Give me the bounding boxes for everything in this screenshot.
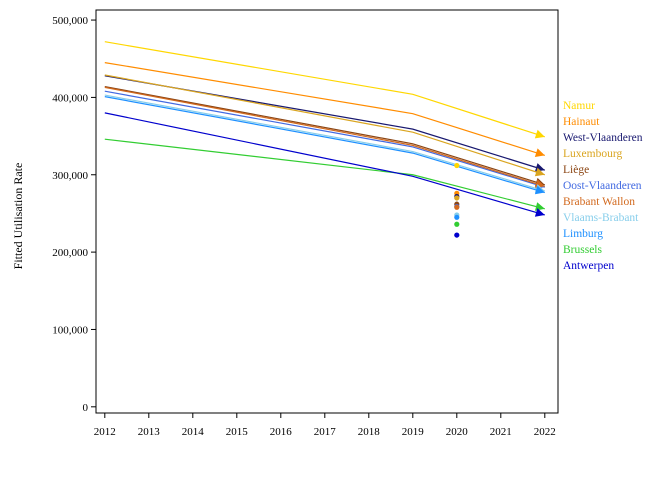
legend: Namur Hainaut West-Vlaanderen Luxembourg Liè…	[563, 100, 643, 272]
series-line	[104, 96, 545, 194]
x-tick-label: 2017	[314, 426, 337, 438]
y-tick-label: 300,000	[52, 170, 88, 182]
series-luxembourg	[104, 74, 545, 177]
points-2020	[454, 162, 460, 238]
series-line	[104, 90, 545, 188]
legend-entry: Liège	[563, 164, 589, 176]
series-line	[104, 138, 545, 210]
y-axis: 0 100,000 200,000 300,000 400,000 500,000	[52, 15, 96, 414]
series-west-vlaanderen	[104, 75, 545, 172]
x-tick-label: 2014	[182, 426, 205, 438]
series-arrowhead	[534, 167, 545, 177]
series-hainaut	[104, 62, 545, 157]
series-oost-vlaanderen	[104, 90, 545, 189]
series-line	[104, 85, 545, 186]
point-2020	[454, 232, 460, 238]
point-2020	[454, 162, 460, 169]
y-tick-label: 500,000	[52, 15, 88, 27]
series-arrowhead	[534, 202, 545, 211]
point-2020	[454, 221, 460, 227]
series-limburg	[104, 96, 545, 195]
series-line	[104, 112, 545, 216]
legend-entry: Luxembourg	[563, 148, 622, 160]
y-tick-label: 200,000	[52, 247, 88, 259]
x-axis: 2012 2013 2014 2015 2016 2017 2018 2019 2020 2021…	[94, 413, 556, 438]
series-line	[104, 74, 545, 176]
y-tick-label: 0	[83, 402, 89, 414]
y-axis-label: Fitted Utilisation Rate	[11, 163, 25, 270]
series-line	[104, 62, 545, 156]
x-tick-label: 2013	[138, 426, 161, 438]
x-tick-label: 2016	[270, 426, 293, 438]
series-line	[104, 86, 545, 187]
x-tick-label: 2020	[446, 426, 469, 438]
series-arrowhead	[534, 208, 545, 217]
series-lines	[104, 41, 545, 217]
legend-entry: Brabant Wallon	[563, 196, 635, 208]
series-namur	[104, 41, 545, 139]
point-2020	[454, 195, 460, 201]
plot-area	[95, 9, 559, 414]
x-tick-label: 2012	[94, 426, 116, 438]
x-tick-label: 2015	[226, 426, 249, 438]
series-arrowhead	[534, 185, 545, 195]
series-arrowhead	[534, 148, 545, 157]
legend-entry: Vlaams-Brabant	[563, 212, 639, 224]
x-tick-label: 2019	[402, 426, 425, 438]
x-tick-label: 2021	[490, 426, 512, 438]
y-tick-label: 100,000	[52, 324, 88, 336]
legend-entry: Namur	[563, 100, 595, 112]
legend-entry: Antwerpen	[563, 260, 614, 272]
x-tick-label: 2022	[534, 426, 556, 438]
legend-entry: Brussels	[563, 244, 603, 256]
x-tick-label: 2018	[358, 426, 381, 438]
point-2020	[454, 214, 460, 220]
legend-entry: Oost-Vlaanderen	[563, 180, 642, 192]
series-line	[104, 75, 545, 171]
series-antwerpen	[104, 112, 545, 217]
series-arrowhead	[534, 129, 545, 139]
plot-frame	[95, 9, 559, 414]
legend-entry: West-Vlaanderen	[563, 132, 643, 144]
series-vlaams-brabant	[104, 94, 545, 193]
legend-entry: Limburg	[563, 228, 603, 240]
series-line	[104, 41, 545, 138]
y-tick-label: 400,000	[52, 92, 88, 104]
legend-entry: Hainaut	[563, 116, 600, 128]
series-line	[104, 94, 545, 192]
point-2020	[454, 204, 460, 210]
